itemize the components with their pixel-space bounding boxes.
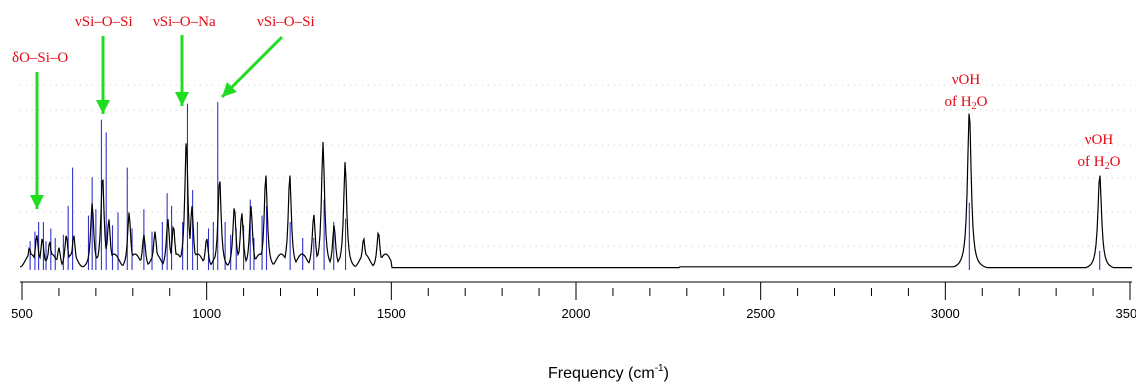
annotation-voh-h2o-1-line2: of H2O: [945, 94, 988, 112]
arrow-head: [96, 100, 110, 114]
annotation-voh-h2o-2-line2: of H2O: [1078, 154, 1121, 172]
tick-label: 500: [11, 306, 33, 321]
tick-label: 1500: [377, 306, 406, 321]
tick-label: 3000: [931, 306, 960, 321]
tick-label: 3500: [1116, 306, 1136, 321]
x-axis-title: Frequency (cm-1): [548, 363, 669, 382]
arrow-head: [222, 82, 237, 97]
tick-label: 1000: [192, 306, 221, 321]
annotation-nu-si-o-na: νSi–O–Na: [153, 14, 216, 30]
spectrum-envelope-line: [19, 113, 1132, 269]
annotation-nu-si-o-si-2: νSi–O–Si: [257, 14, 315, 30]
annotation-voh-h2o-2-line1: νOH: [1085, 132, 1114, 148]
annotation-voh-h2o-1-line1: νOH: [952, 72, 981, 88]
x-axis-ticks: 500 1000 1500 2000 2500 3000 3500: [11, 282, 1136, 321]
annotation-delta-o-si-o: δO–Si–O: [12, 50, 68, 66]
stick-spectrum: [29, 102, 1101, 270]
tick-label: 2000: [562, 306, 591, 321]
annotation-nu-si-o-si-1: νSi–O–Si: [75, 14, 133, 30]
arrow-head: [175, 92, 189, 106]
tick-label: 2500: [746, 306, 775, 321]
arrow-shaft: [220, 35, 284, 99]
annotations: δO–Si–O νSi–O–Si νSi–O–Na νSi–O–Si νOH of H2O…: [12, 14, 1121, 209]
arrow-head: [30, 195, 44, 209]
